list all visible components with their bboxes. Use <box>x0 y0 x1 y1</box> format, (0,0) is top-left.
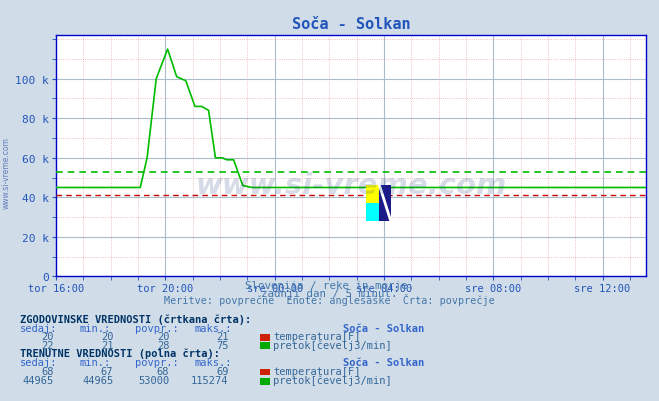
Text: pretok[čevelj3/min]: pretok[čevelj3/min] <box>273 339 392 350</box>
Text: 68: 68 <box>157 366 169 376</box>
Text: 22: 22 <box>42 340 54 350</box>
Text: maks.:: maks.: <box>194 357 232 367</box>
Text: 21: 21 <box>101 340 113 350</box>
Text: temperatura[F]: temperatura[F] <box>273 366 361 376</box>
Text: www.si-vreme.com: www.si-vreme.com <box>195 171 507 199</box>
Text: 20: 20 <box>157 332 169 342</box>
Bar <box>366 186 380 204</box>
Text: www.si-vreme.com: www.si-vreme.com <box>2 137 11 208</box>
Text: ZGODOVINSKE VREDNOSTI (črtkana črta):: ZGODOVINSKE VREDNOSTI (črtkana črta): <box>20 314 251 324</box>
Text: 44965: 44965 <box>23 375 54 385</box>
Text: sedaj:: sedaj: <box>20 357 57 367</box>
Text: min.:: min.: <box>79 323 110 333</box>
Text: 44965: 44965 <box>82 375 113 385</box>
Bar <box>380 186 391 221</box>
Text: 115274: 115274 <box>191 375 229 385</box>
Text: 20: 20 <box>101 332 113 342</box>
Text: 20: 20 <box>42 332 54 342</box>
Text: 21: 21 <box>216 332 229 342</box>
Text: sedaj:: sedaj: <box>20 323 57 333</box>
Text: maks.:: maks.: <box>194 323 232 333</box>
Text: Soča - Solkan: Soča - Solkan <box>343 357 424 367</box>
Text: 28: 28 <box>157 340 169 350</box>
Text: 75: 75 <box>216 340 229 350</box>
Text: min.:: min.: <box>79 357 110 367</box>
Text: pretok[čevelj3/min]: pretok[čevelj3/min] <box>273 375 392 385</box>
Text: 68: 68 <box>42 366 54 376</box>
Text: Slovenija / reke in morje.: Slovenija / reke in morje. <box>245 281 414 291</box>
Text: Meritve: povprečne  Enote: anglešaške  Črta: povprečje: Meritve: povprečne Enote: anglešaške Črt… <box>164 293 495 305</box>
Text: zadnji dan / 5 minut.: zadnji dan / 5 minut. <box>261 288 398 298</box>
Text: 67: 67 <box>101 366 113 376</box>
Text: temperatura[F]: temperatura[F] <box>273 332 361 342</box>
Text: Soča - Solkan: Soča - Solkan <box>343 323 424 333</box>
Title: Soča - Solkan: Soča - Solkan <box>291 17 411 32</box>
Text: povpr.:: povpr.: <box>135 357 179 367</box>
Text: povpr.:: povpr.: <box>135 323 179 333</box>
Text: 69: 69 <box>216 366 229 376</box>
Text: TRENUTNE VREDNOSTI (polna črta):: TRENUTNE VREDNOSTI (polna črta): <box>20 348 219 358</box>
Text: 53000: 53000 <box>138 375 169 385</box>
Bar <box>366 204 380 221</box>
